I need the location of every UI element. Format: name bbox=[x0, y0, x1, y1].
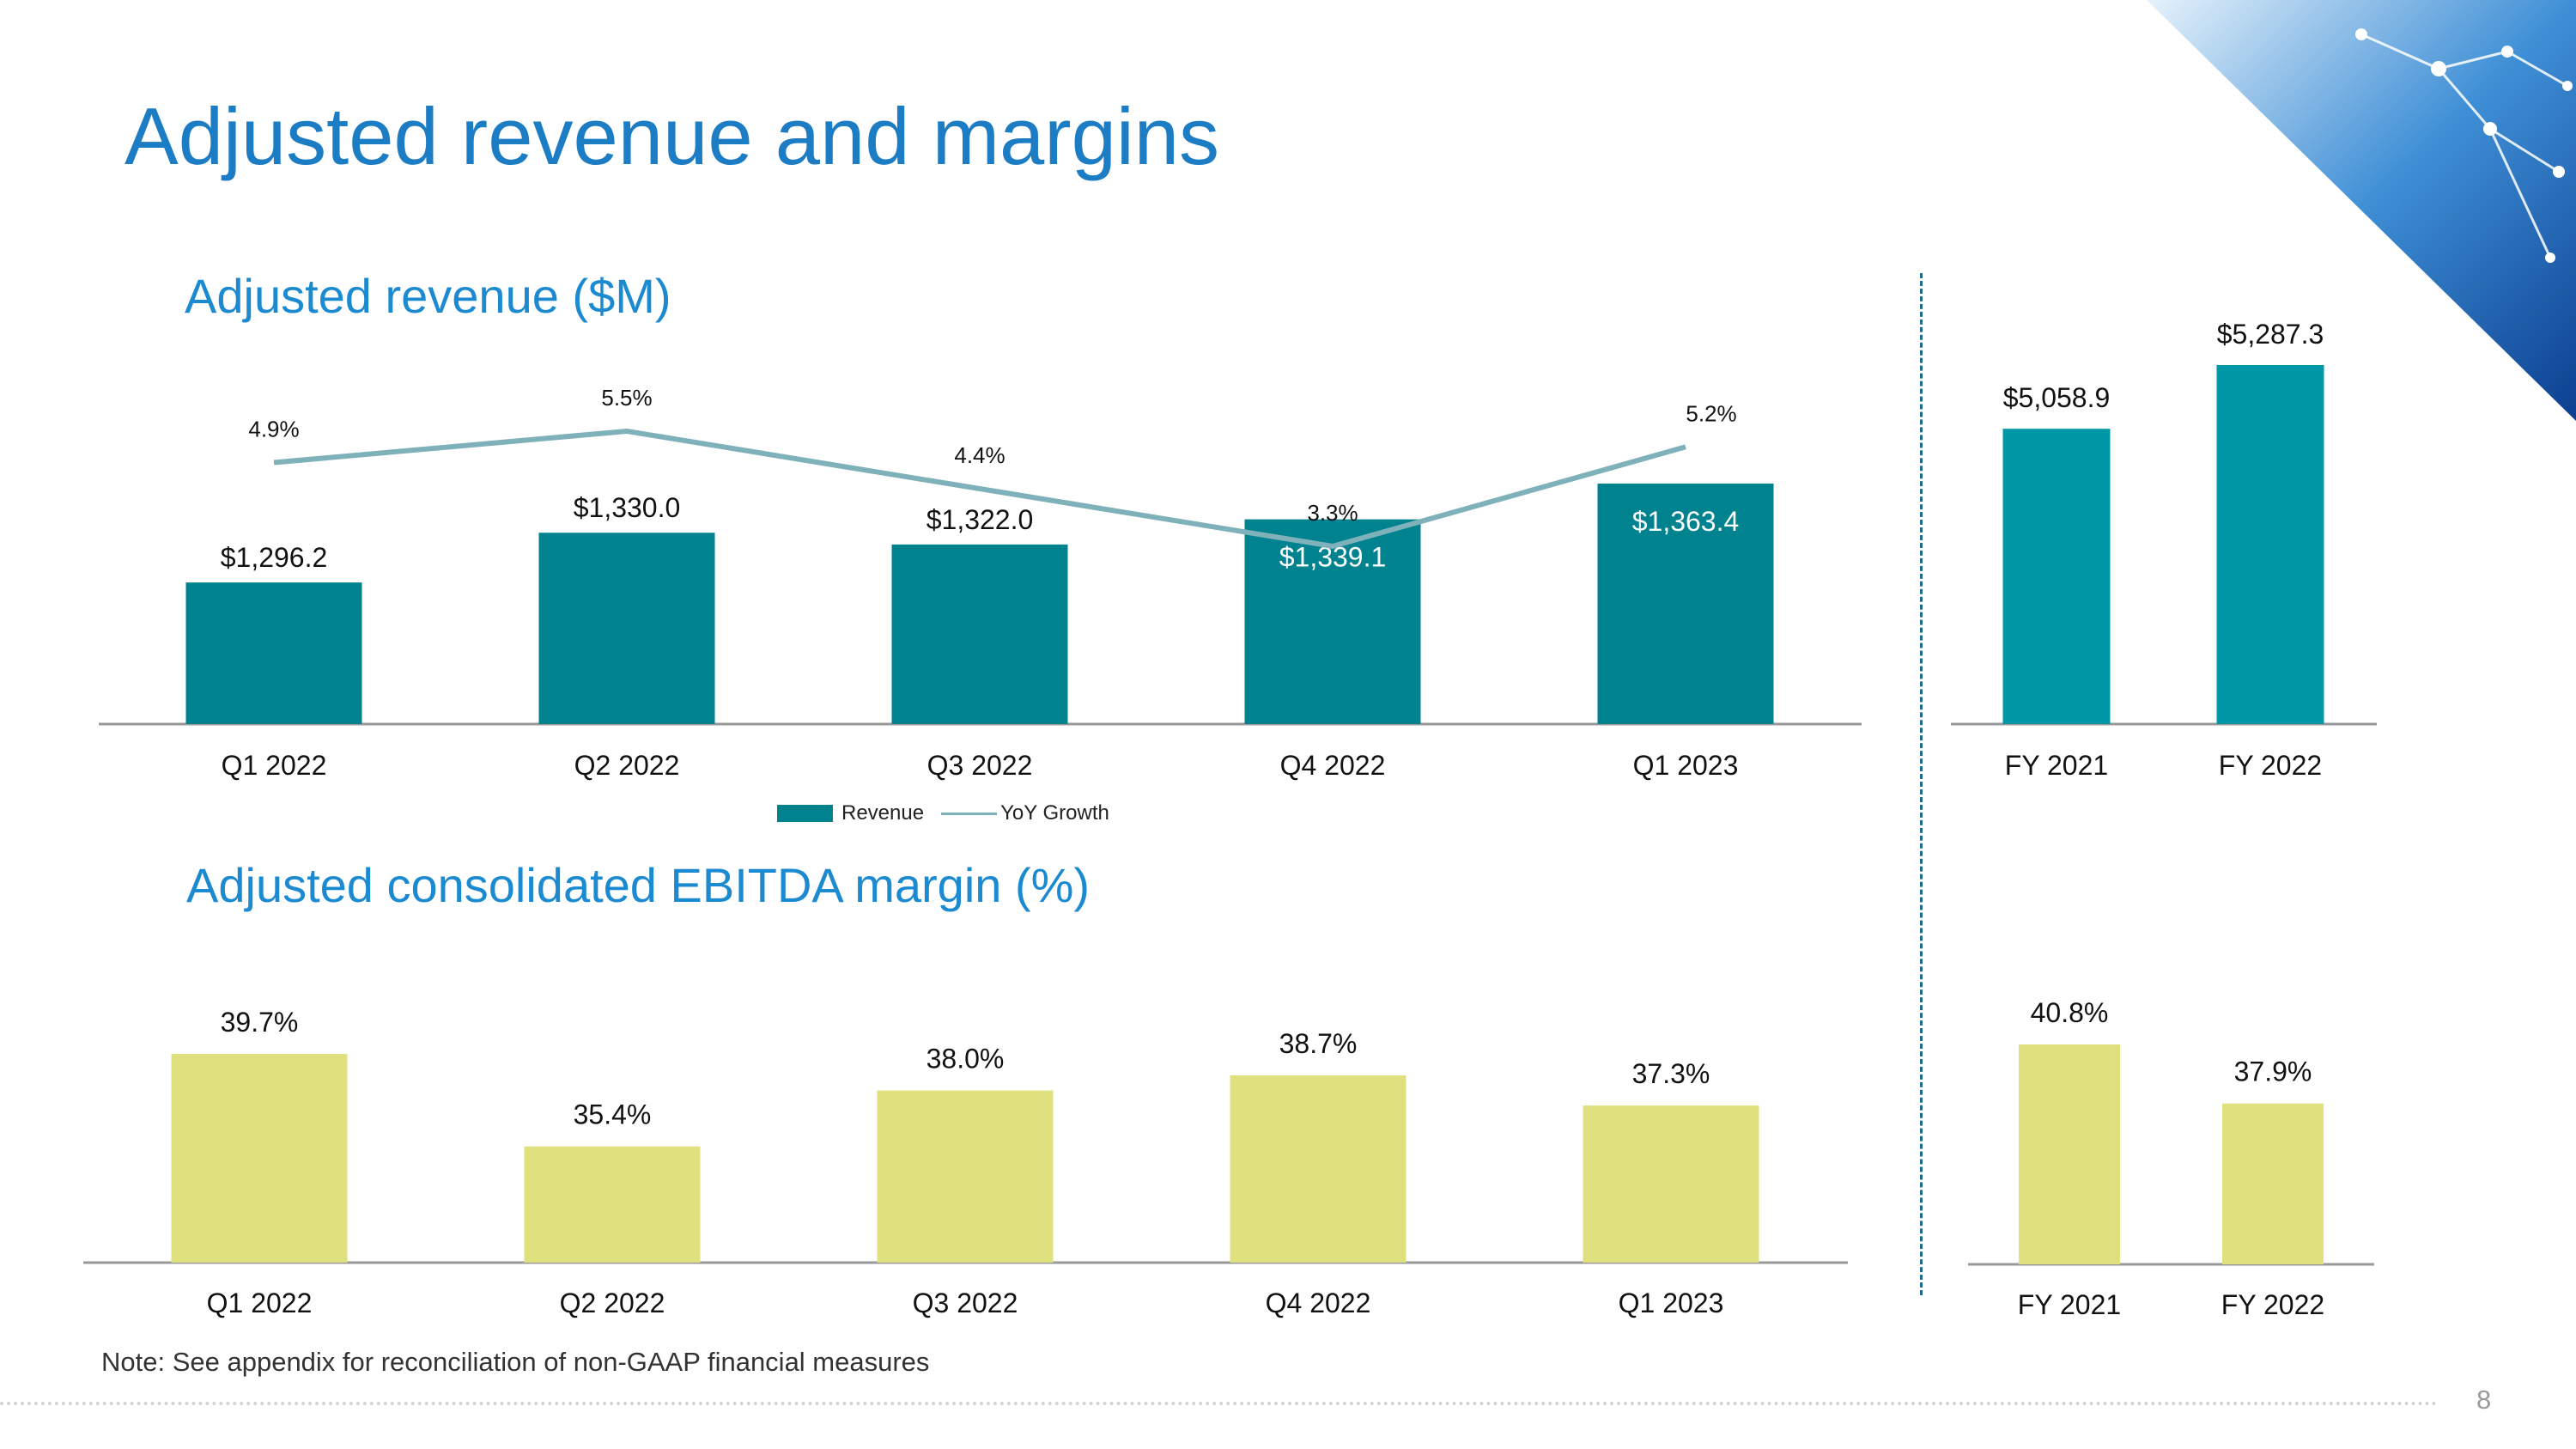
fy-revenue-bar bbox=[2216, 365, 2324, 724]
footer-divider bbox=[0, 1402, 2439, 1405]
revenue-x-tick: Q4 2022 bbox=[1280, 750, 1386, 781]
ebitda-bar-label: 35.4% bbox=[574, 1099, 652, 1130]
ebitda-bar-label: 38.0% bbox=[927, 1044, 1005, 1075]
page-number: 8 bbox=[2476, 1385, 2492, 1415]
fy-revenue-bar-label: $5,058.9 bbox=[2003, 382, 2111, 413]
ebitda-x-tick: Q4 2022 bbox=[1266, 1288, 1371, 1318]
revenue-bar-label: $1,322.0 bbox=[927, 504, 1034, 535]
footnote: Note: See appendix for reconciliation of… bbox=[101, 1347, 930, 1377]
growth-label: 5.5% bbox=[601, 385, 652, 411]
ebitda-x-tick: Q2 2022 bbox=[560, 1288, 665, 1318]
fy-ebitda-bar-label: 37.9% bbox=[2234, 1056, 2312, 1087]
revenue-bar bbox=[1244, 519, 1421, 724]
ebitda-bar bbox=[877, 1090, 1054, 1263]
revenue-x-tick: Q2 2022 bbox=[574, 750, 680, 781]
fy-ebitda-x-tick: FY 2021 bbox=[2018, 1289, 2121, 1320]
growth-label: 3.3% bbox=[1307, 500, 1358, 526]
revenue-bar-label: $1,296.2 bbox=[221, 542, 328, 573]
fy-ebitda-bar-label: 40.8% bbox=[2031, 997, 2109, 1028]
revenue-bar bbox=[185, 582, 362, 724]
ebitda-bar-label: 37.3% bbox=[1632, 1058, 1710, 1089]
ebitda-bar bbox=[1583, 1105, 1759, 1263]
revenue-bar-label: $1,330.0 bbox=[574, 492, 681, 523]
ebitda-x-tick: Q1 2023 bbox=[1619, 1288, 1724, 1318]
growth-label: 5.2% bbox=[1686, 400, 1736, 426]
ebitda-bar-label: 38.7% bbox=[1279, 1028, 1358, 1059]
growth-label: 4.9% bbox=[248, 417, 299, 442]
legend-revenue-label: Revenue bbox=[841, 801, 925, 825]
fy-ebitda-bar bbox=[2222, 1103, 2324, 1264]
revenue-bar-label: $1,363.4 bbox=[1632, 506, 1740, 537]
growth-label: 4.4% bbox=[954, 442, 1005, 468]
fy-ebitda-x-tick: FY 2022 bbox=[2221, 1289, 2324, 1320]
legend-growth-label: YoY Growth bbox=[1000, 801, 1109, 825]
revenue-chart-title: Adjusted revenue ($M) bbox=[185, 269, 671, 323]
ebitda-bar bbox=[1230, 1075, 1406, 1263]
fy-ebitda-bar bbox=[2019, 1044, 2120, 1264]
ebitda-bar-label: 39.7% bbox=[221, 1007, 299, 1038]
ebitda-x-tick: Q1 2022 bbox=[207, 1288, 313, 1318]
revenue-x-tick: Q3 2022 bbox=[927, 750, 1033, 781]
revenue-bar bbox=[1597, 484, 1774, 724]
revenue-x-tick: Q1 2023 bbox=[1633, 750, 1739, 781]
fy-revenue-x-tick: FY 2021 bbox=[2005, 750, 2108, 781]
ebitda-x-tick: Q3 2022 bbox=[913, 1288, 1018, 1318]
page-title: Adjusted revenue and margins bbox=[125, 91, 1220, 181]
revenue-bar bbox=[538, 533, 715, 724]
revenue-x-tick: Q1 2022 bbox=[222, 750, 327, 781]
revenue-bar bbox=[891, 544, 1068, 724]
fy-revenue-bar bbox=[2002, 429, 2111, 724]
legend-revenue-swatch bbox=[777, 805, 833, 822]
fy-revenue-x-tick: FY 2022 bbox=[2219, 750, 2322, 781]
section-divider bbox=[1920, 273, 1923, 1295]
fy-revenue-bar-label: $5,287.3 bbox=[2217, 319, 2324, 350]
ebitda-chart-title: Adjusted consolidated EBITDA margin (%) bbox=[186, 858, 1091, 912]
ebitda-bar bbox=[524, 1146, 701, 1263]
corner-network-graphic bbox=[2147, 0, 2576, 421]
ebitda-bar bbox=[171, 1054, 348, 1263]
legend-growth-swatch bbox=[941, 812, 998, 815]
revenue-legend: Revenue YoY Growth bbox=[777, 801, 1109, 825]
